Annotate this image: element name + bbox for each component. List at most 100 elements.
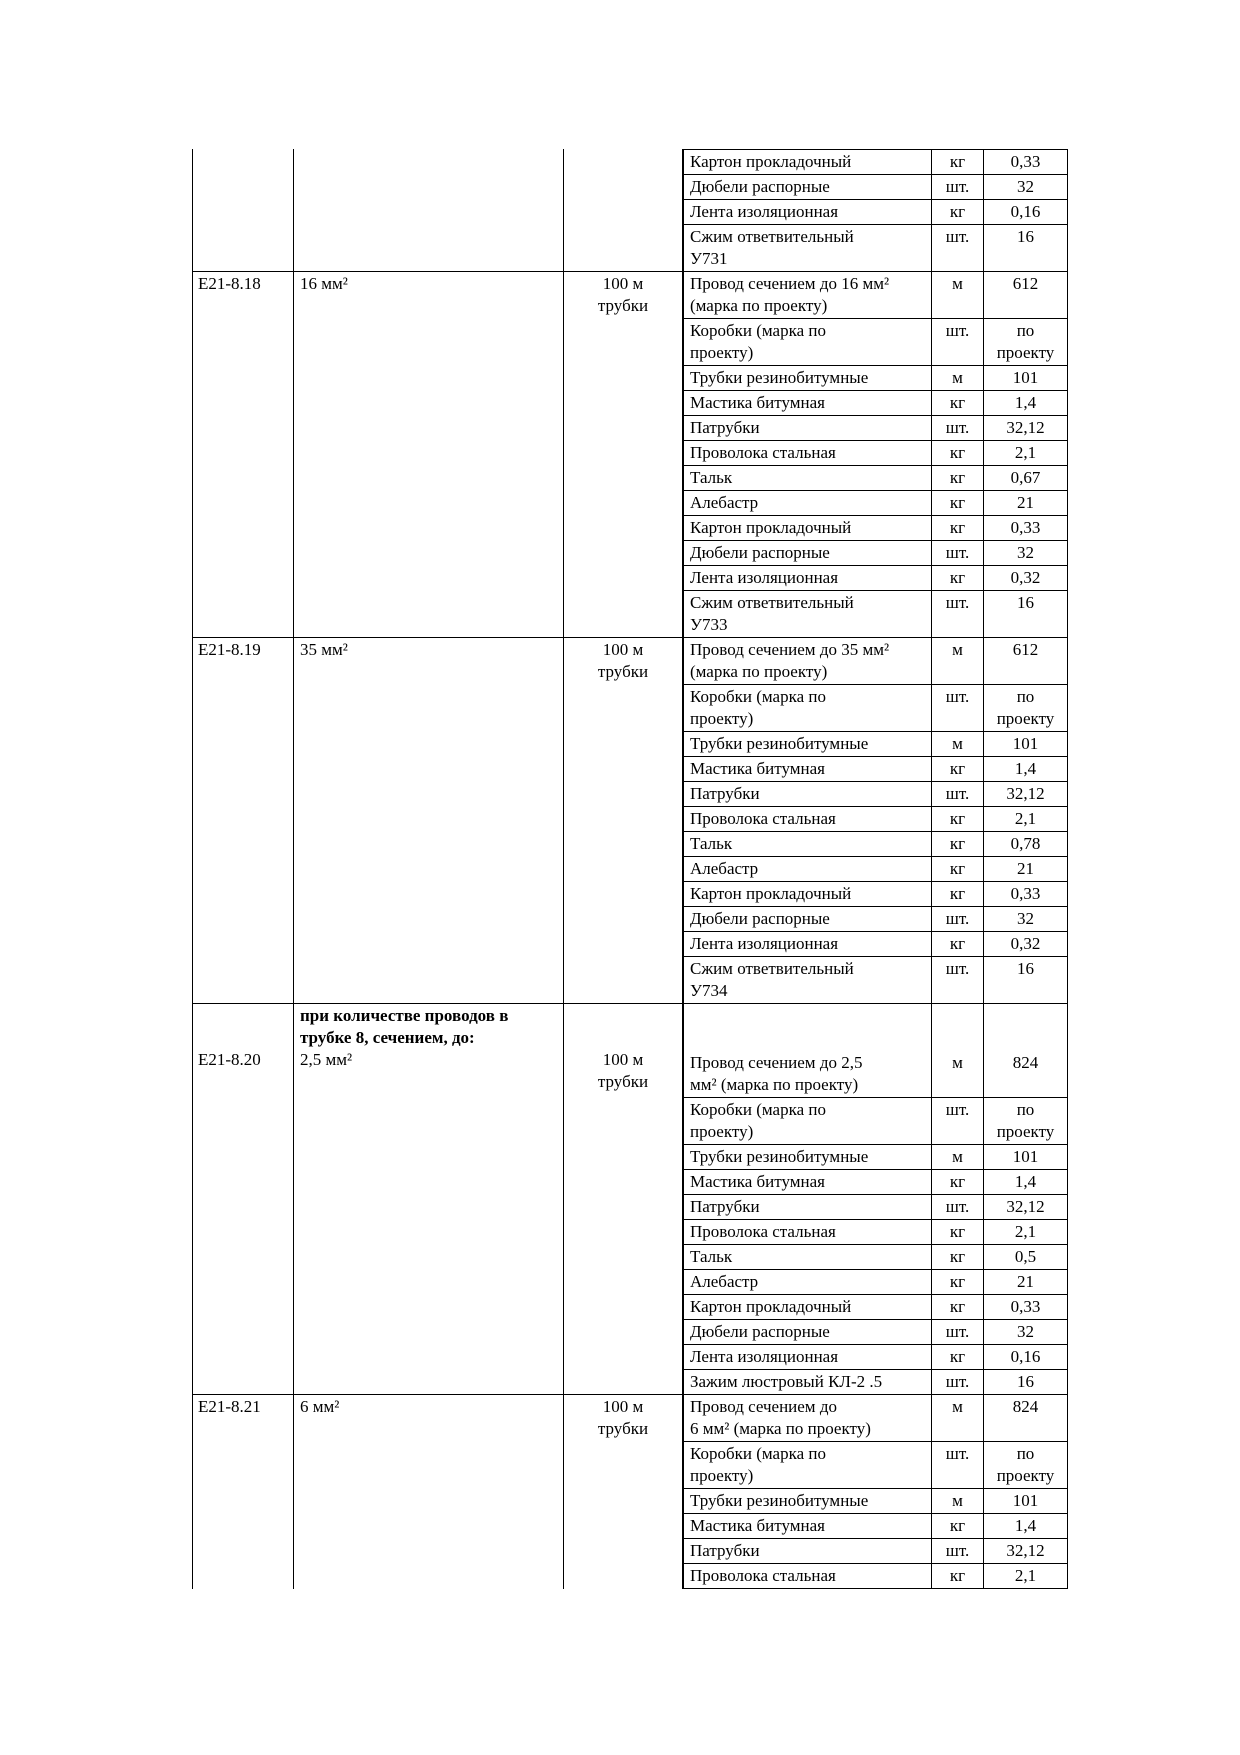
material-row: Алебастр кг 21 (684, 856, 1067, 881)
material-name: Алебастр (690, 859, 759, 878)
material-row: Коробки (марка по проекту) шт. по проекту (684, 318, 1067, 365)
material-unit: шт. (931, 1539, 983, 1563)
material-unit: кг (931, 200, 983, 224)
material-unit: шт. (931, 782, 983, 806)
material-quantity: 32 (983, 541, 1067, 565)
material-row: Провод сечением до 6 мм² (марка по проек… (684, 1395, 1067, 1441)
material-quantity: 0,5 (983, 1245, 1067, 1269)
material-unit: кг (931, 1345, 983, 1369)
material-quantity: 824 (983, 1004, 1067, 1097)
material-name: Патрубки (690, 1541, 760, 1560)
material-row: Проволока стальная кг 2,1 (684, 440, 1067, 465)
norm-code: Е21-8.19 (198, 640, 261, 659)
material-row: Картон прокладочный кг 0,33 (684, 881, 1067, 906)
material-quantity: 2,1 (983, 1220, 1067, 1244)
material-name: Мастика битумная (690, 1172, 825, 1191)
material-quantity: 32,12 (983, 1195, 1067, 1219)
material-unit: шт. (931, 1195, 983, 1219)
material-unit: кг (931, 1295, 983, 1319)
material-unit: кг (931, 150, 983, 174)
material-row: Картон прокладочный кг 0,33 (684, 515, 1067, 540)
material-quantity: 0,16 (983, 1345, 1067, 1369)
material-name: Проволока стальная (690, 443, 836, 462)
material-quantity: 824 (983, 1395, 1067, 1441)
material-unit: м (931, 1395, 983, 1441)
code-cell: Е21-8.18 (192, 272, 294, 637)
material-name: Лента изоляционная (690, 934, 839, 953)
material-row: Мастика битумная кг 1,4 (684, 1169, 1067, 1194)
material-name: Картон прокладочный (690, 1297, 852, 1316)
material-quantity: 0,67 (983, 466, 1067, 490)
material-name: Патрубки (690, 1197, 760, 1216)
code-cell: Е21-8.20 (192, 1004, 294, 1394)
material-name: Мастика битумная (690, 759, 825, 778)
material-unit: кг (931, 391, 983, 415)
material-quantity: 16 (983, 957, 1067, 1003)
material-quantity: 101 (983, 732, 1067, 756)
material-quantity: 0,33 (983, 882, 1067, 906)
material-name: Лента изоляционная (690, 202, 839, 221)
material-row: Алебастр кг 21 (684, 1269, 1067, 1294)
material-row: Трубки резинобитумные м 101 (684, 1488, 1067, 1513)
material-name: Трубки резинобитумные (690, 1491, 869, 1510)
description-cell: 16 мм² (294, 272, 564, 637)
material-quantity: 16 (983, 591, 1067, 637)
material-row: Трубки резинобитумные м 101 (684, 731, 1067, 756)
material-name: Сжим ответвительный У733 (690, 593, 854, 634)
material-quantity: 0,78 (983, 832, 1067, 856)
material-row: Дюбели распорные шт. 32 (684, 1319, 1067, 1344)
material-name: Тальк (690, 834, 733, 853)
material-unit: кг (931, 1245, 983, 1269)
material-unit: кг (931, 807, 983, 831)
norm-block: Е21-8.19 35 мм² 100 м трубки Провод сечение… (192, 637, 1068, 1003)
material-name: Картон прокладочный (690, 152, 852, 171)
material-quantity: 16 (983, 1370, 1067, 1394)
material-row: Дюбели распорные шт. 32 (684, 174, 1067, 199)
material-unit: кг (931, 882, 983, 906)
description-cell (294, 149, 564, 271)
material-row: Сжим ответвительный У733 шт. 16 (684, 590, 1067, 637)
material-quantity: 612 (983, 272, 1067, 318)
material-row: Тальк кг 0,67 (684, 465, 1067, 490)
material-unit: кг (931, 441, 983, 465)
description-text: 2,5 мм² (300, 1050, 353, 1069)
material-row: Лента изоляционная кг 0,16 (684, 199, 1067, 224)
material-name: Коробки (марка по проекту) (690, 687, 826, 728)
material-name: Сжим ответвительный У734 (690, 959, 854, 1000)
material-row: Патрубки шт. 32,12 (684, 1194, 1067, 1219)
material-row: Сжим ответвительный У731 шт. 16 (684, 224, 1067, 271)
material-name: Проволока стальная (690, 1222, 836, 1241)
materials-group: Картон прокладочный кг 0,33 Дюбели распорны… (682, 149, 1068, 271)
norm-code: Е21-8.21 (198, 1397, 261, 1416)
material-unit: м (931, 1489, 983, 1513)
material-row: Сжим ответвительный У734 шт. 16 (684, 956, 1067, 1003)
unit-cell: 100 м трубки (597, 1397, 649, 1438)
code-cell: Е21-8.19 (192, 638, 294, 1003)
code-cell: Е21-8.21 (192, 1395, 294, 1589)
material-quantity: 1,4 (983, 1514, 1067, 1538)
description-text: 6 мм² (300, 1397, 340, 1416)
material-row: Мастика битумная кг 1,4 (684, 756, 1067, 781)
material-unit: шт. (931, 1320, 983, 1344)
material-row: Мастика битумная кг 1,4 (684, 390, 1067, 415)
description-text: 16 мм² (300, 274, 348, 293)
material-name: Провод сечением до 6 мм² (марка по проек… (690, 1397, 871, 1438)
material-unit: кг (931, 516, 983, 540)
material-quantity: 0,16 (983, 200, 1067, 224)
unit-cell: 100 м трубки (597, 274, 649, 315)
material-unit: кг (931, 1170, 983, 1194)
norm-code: Е21-8.18 (198, 274, 261, 293)
material-quantity: 0,32 (983, 566, 1067, 590)
material-unit: кг (931, 1564, 983, 1588)
material-quantity: по проекту (983, 685, 1067, 731)
material-quantity: 32,12 (983, 1539, 1067, 1563)
material-row: Дюбели распорные шт. 32 (684, 540, 1067, 565)
material-row: Зажим люстровый КЛ-2 .5 шт. 16 (684, 1369, 1067, 1394)
material-unit: шт. (931, 685, 983, 731)
material-unit: шт. (931, 225, 983, 271)
material-unit: кг (931, 491, 983, 515)
material-row: Провод сечением до 2,5 мм² (марка по про… (684, 1004, 1067, 1097)
material-quantity: 0,33 (983, 150, 1067, 174)
material-unit: м (931, 638, 983, 684)
material-name: Дюбели распорные (690, 543, 830, 562)
